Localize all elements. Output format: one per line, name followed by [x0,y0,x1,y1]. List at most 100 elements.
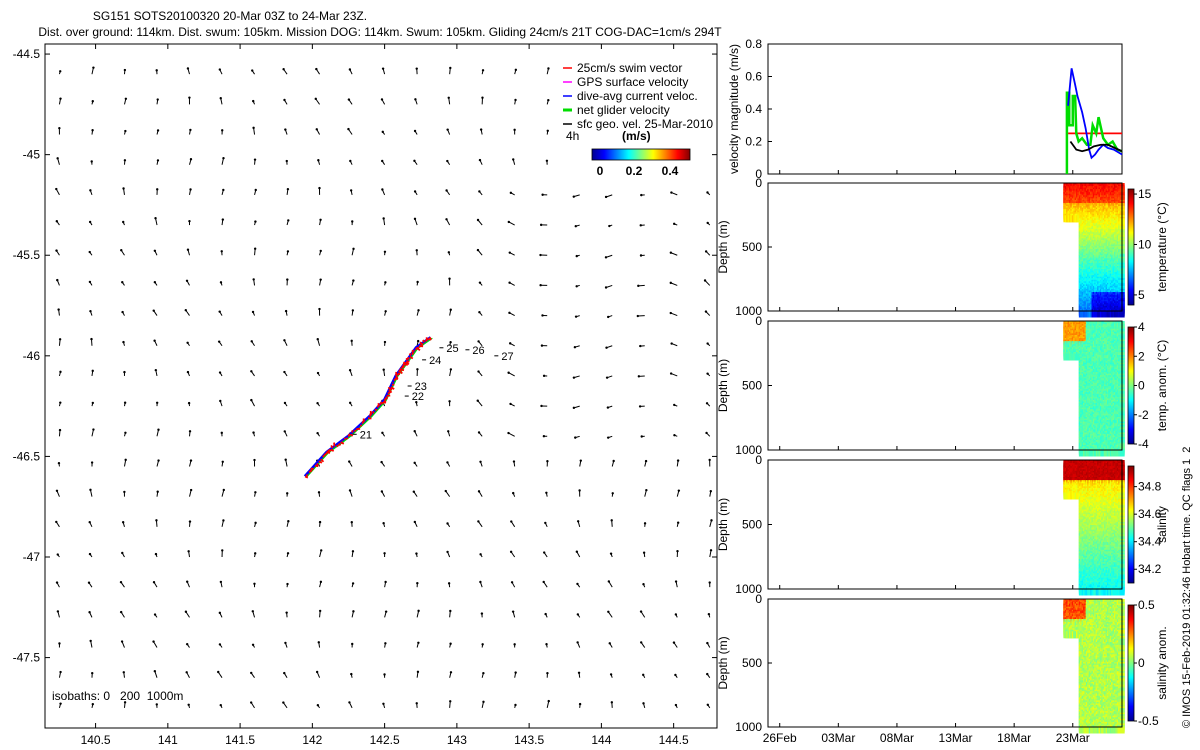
current-vector-head [317,159,320,162]
current-vector-head [152,309,155,312]
net-glider-velocity-track [306,337,433,478]
current-vector-head [222,488,225,492]
swim-vector [377,402,381,407]
current-vector-head [642,551,646,554]
glider-track [303,336,433,479]
current-vector-head [318,307,321,311]
current-vector-head [448,400,451,403]
velocity-y-tick-label: 0.6 [745,70,762,84]
current-vector-head [416,368,419,371]
current-vector-head [88,280,92,284]
swim-vector [322,454,326,458]
current-vector-head [250,671,253,675]
current-vector-head [575,550,579,553]
current-vector-head [676,459,680,462]
swim-vector [308,469,313,473]
time-tick-label: 26Feb [763,731,797,745]
current-vector-head [382,368,385,371]
current-vector-head [477,490,481,493]
current-vector-head [187,703,190,706]
current-vector-head [286,250,290,253]
current-vector-head [508,311,511,315]
current-vector-head [605,346,608,349]
current-vector-head [545,643,548,646]
current-vector-head [189,128,192,132]
current-vector-head [153,669,157,673]
current-vector-head [348,460,351,463]
current-vector-head [672,641,676,644]
current-vector-head [449,368,453,371]
map-y-tick-label: -46.5 [13,449,41,463]
swim-vector [362,418,365,422]
swim-vector [320,458,325,463]
current-vector-head [706,372,709,375]
map-y-tick-label: -45.5 [13,248,41,262]
current-vector-head [348,489,352,492]
colorbar-tick-2: 0.4 [662,164,679,178]
swim-vector [399,370,403,375]
current-vector-head [120,640,124,643]
current-vector-head [283,401,287,405]
current-vector-head [122,340,125,344]
current-vector-head [351,309,355,312]
colorbar-tick-0: 0 [597,164,604,178]
current-vector-head [382,702,385,705]
current-vector-head [253,458,256,462]
current-vector-head [58,428,62,432]
current-vector-head [573,345,577,349]
swim-vector [343,437,347,440]
current-vector-head [639,254,643,257]
current-vector-head [610,519,613,522]
temperature-colorbar-label: temperature (°C) [1155,202,1169,292]
velocity-y-tick-label: 0.8 [745,37,762,51]
current-vector-head [476,399,479,402]
current-vector-head [351,642,354,646]
current-vector-head [639,641,643,644]
title-line2: Dist. over ground: 114km. Dist. swum: 10… [38,25,722,39]
current-vector-head [348,368,352,372]
current-vector-head [545,491,548,494]
colorbar-tick-label: 15 [1138,187,1152,201]
current-vector-head [447,582,451,585]
current-vector-head [56,157,59,160]
current-vector-head [91,129,94,132]
current-vector-head [676,521,680,524]
current-vector-head [319,249,322,253]
current-vector-head [481,643,484,646]
swim-vector [420,342,424,346]
current-vector-head [446,461,449,464]
current-vector-head [449,308,452,311]
current-vector-head [449,700,452,703]
current-vector-head [479,128,483,131]
current-vector-head [55,187,58,191]
current-vector-head [674,703,678,707]
current-vector-head [413,461,416,465]
swim-vector [318,460,323,464]
current-vector-head [349,189,353,192]
current-vector-head [546,129,549,132]
current-vector-head [254,220,257,223]
current-vector-head [57,308,60,311]
swim-vector [390,386,395,390]
current-vector-head [576,520,580,523]
day-label-27: 27 [501,351,513,363]
current-vector-head [59,97,62,100]
current-vector-head [154,368,158,372]
current-vector-head [704,250,708,253]
current-vector-head [674,673,677,677]
current-vector-head [347,127,350,131]
current-vector-head [413,217,417,221]
current-vector-head [611,492,614,495]
current-vector-head [447,96,450,99]
current-vector-head [155,703,158,706]
map-x-tick-label: 144 [591,733,611,747]
current-vector-head [382,217,385,220]
current-vector-head [55,581,59,584]
current-vector-head [384,610,388,613]
current-vector-head [481,96,484,99]
current-vector-head [639,224,642,227]
current-vector-head [643,522,647,525]
current-vector-head [286,492,289,495]
current-vector-head [637,375,641,378]
current-vector-head [510,581,514,584]
